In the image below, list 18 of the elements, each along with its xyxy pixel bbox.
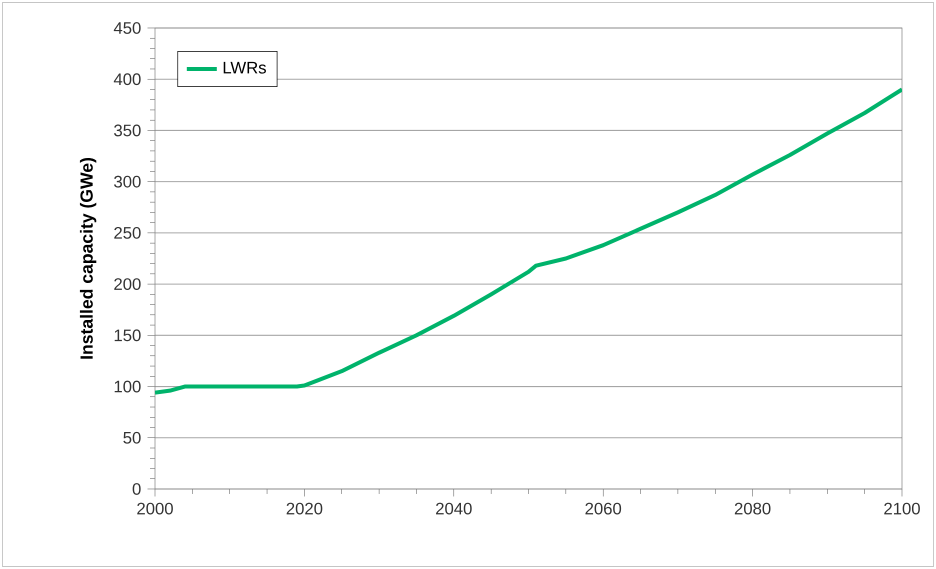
y-tick-label: 200: [114, 278, 141, 290]
x-tick-label: 2020: [286, 502, 322, 515]
y-tick-label: 300: [114, 176, 141, 188]
legend-label: LWRs: [224, 62, 266, 74]
y-tick-label: 400: [114, 73, 141, 86]
x-tick-label: 2040: [436, 502, 472, 515]
y-axis-title: Installed capacity (GWe): [80, 158, 96, 359]
y-tick-label: 350: [114, 124, 141, 136]
y-tick-label: 450: [114, 22, 141, 34]
y-tick-label: 0: [132, 483, 141, 495]
y-tick-label: 150: [114, 329, 141, 342]
x-tick-label: 2060: [585, 502, 622, 515]
x-tick-label: 2080: [734, 502, 770, 515]
y-tick-label: 100: [114, 380, 141, 392]
x-tick-label: 2000: [137, 502, 173, 515]
x-tick-label: 2100: [884, 502, 920, 515]
y-tick-label: 50: [123, 432, 141, 444]
y-tick-label: 250: [114, 226, 141, 239]
